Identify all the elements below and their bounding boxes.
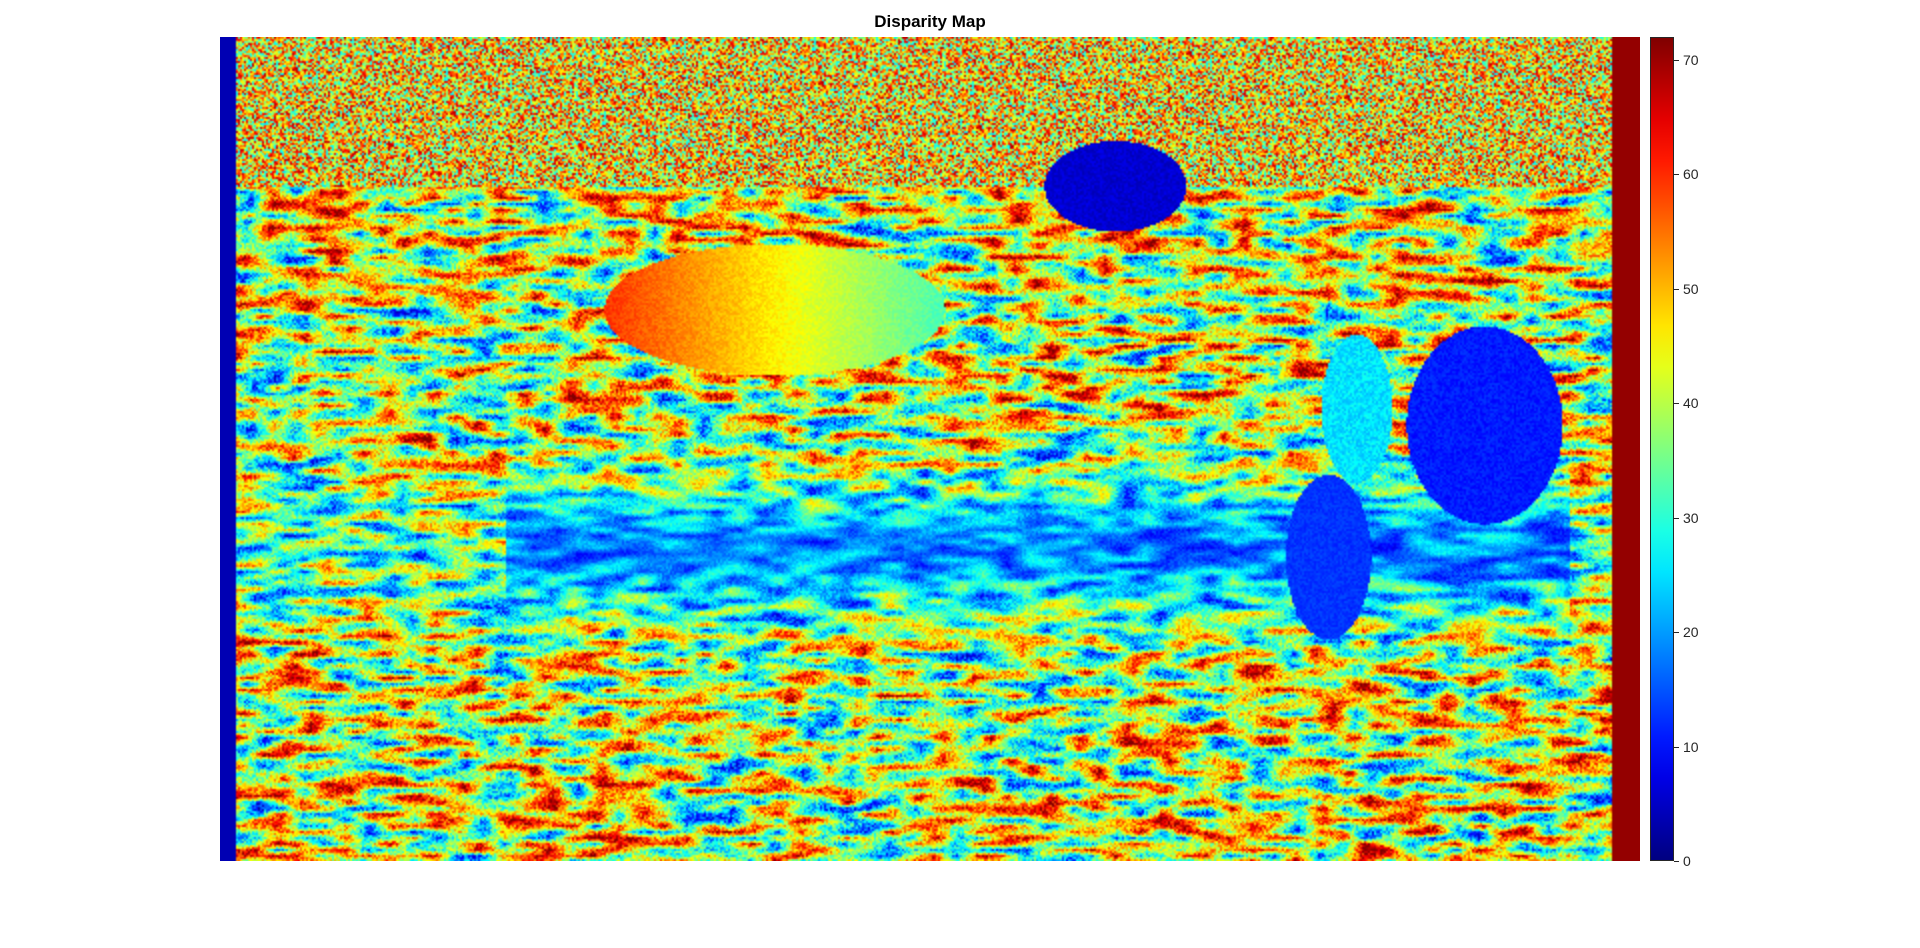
plot-title: Disparity Map [874, 12, 986, 31]
colorbar-tick-label: 10 [1683, 738, 1699, 755]
colorbar-tick-label: 20 [1683, 624, 1699, 641]
colorbar-tick-label: 70 [1683, 51, 1699, 68]
colorbar-tick-label: 50 [1683, 280, 1699, 297]
colorbar-tick [1674, 861, 1679, 862]
disparity-canvas [220, 37, 1640, 861]
disparity-image[interactable] [220, 37, 1640, 861]
colorbar-tick [1674, 288, 1679, 290]
colorbar-tick-label: 0 [1683, 853, 1691, 869]
colorbar-tick [1674, 632, 1679, 634]
colorbar-tick-label: 30 [1683, 509, 1699, 526]
colorbar-tick [1674, 174, 1679, 176]
colorbar-tick [1674, 59, 1679, 61]
colorbar-tick [1674, 746, 1679, 748]
colorbar-tick-label: 40 [1683, 395, 1699, 412]
colorbar [1650, 37, 1674, 861]
colorbar-tick [1674, 403, 1679, 405]
colorbar-tick-label: 60 [1683, 166, 1699, 183]
colorbar-tick [1674, 517, 1679, 519]
